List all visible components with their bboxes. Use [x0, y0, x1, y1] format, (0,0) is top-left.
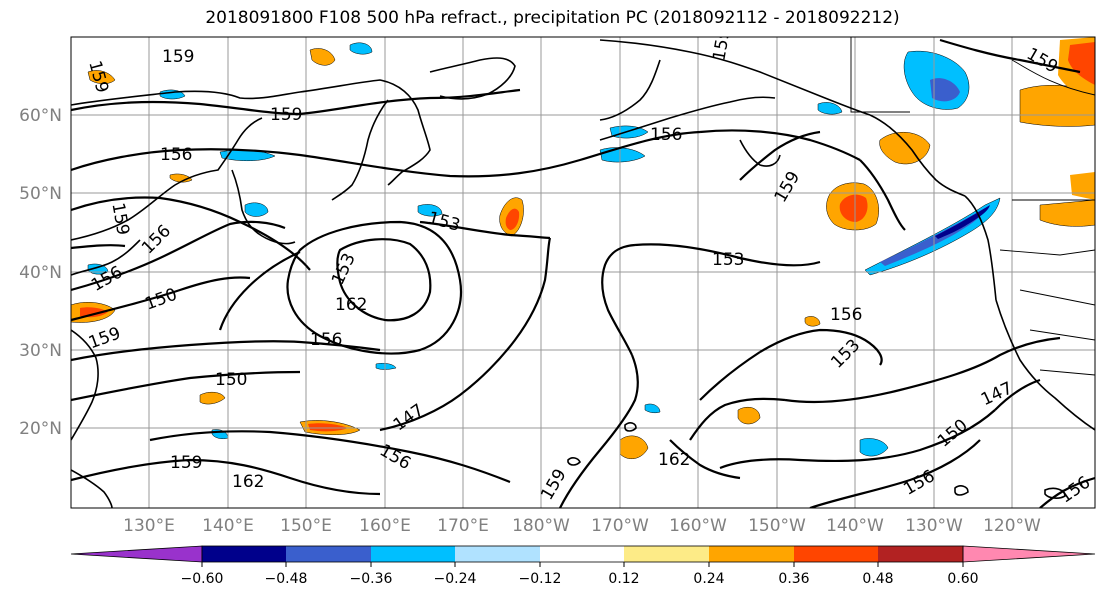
- refractivity-contours: [71, 38, 1095, 508]
- lon-label: 160°E: [359, 516, 411, 536]
- lon-label: 170°W: [591, 516, 649, 536]
- contour-label: 156: [650, 125, 682, 145]
- contour-label: 159: [170, 453, 202, 473]
- colorbar-tick-label: 0.48: [862, 571, 893, 587]
- political-borders: [850, 37, 1095, 376]
- contour-label: 153: [712, 250, 744, 270]
- lon-label: 150°W: [748, 516, 806, 536]
- lat-label: 40°N: [19, 263, 62, 283]
- lat-label: 50°N: [19, 184, 62, 204]
- colorbar-swatch: [624, 546, 709, 562]
- colorbar-tick-label: −0.36: [350, 571, 393, 587]
- colorbar-swatch: [878, 546, 963, 562]
- colorbar-tick-label: 0.36: [778, 571, 809, 587]
- colorbar: −0.60 −0.48 −0.36 −0.24 −0.12 0.12 0.24 …: [70, 545, 1096, 587]
- colorbar-swatch: [962, 545, 1096, 563]
- graticule: [71, 37, 1095, 508]
- contour-label: 156: [830, 305, 862, 325]
- colorbar-tick-label: 0.24: [693, 571, 724, 587]
- contour-label: 162: [335, 295, 367, 315]
- map-frame: [70, 36, 1096, 509]
- contour-labels: 159 159 159 159 156 156 156 156 156 159 …: [84, 37, 1094, 508]
- contour-label: 156: [310, 330, 342, 350]
- lon-label: 130°E: [123, 516, 175, 536]
- lon-label: 140°W: [826, 516, 884, 536]
- colorbar-tick-label: −0.60: [181, 571, 224, 587]
- lon-label: 170°E: [437, 516, 489, 536]
- colorbar-tick-label: −0.12: [519, 571, 562, 587]
- contour-label: 156: [160, 145, 192, 165]
- lon-label: 160°W: [669, 516, 727, 536]
- colorbar-tick-label: 0.60: [947, 571, 978, 587]
- lon-label: 150°E: [280, 516, 332, 536]
- colorbar-swatch: [794, 546, 878, 562]
- colorbar-tick-label: −0.48: [265, 571, 308, 587]
- colorbar-swatch: [371, 546, 455, 562]
- colorbar-swatch: [540, 546, 624, 562]
- colorbar-tick-label: 0.12: [608, 571, 639, 587]
- colorbar-tick-label: −0.24: [434, 571, 477, 587]
- contour-label: 162: [232, 472, 264, 492]
- contour-label: 162: [658, 450, 690, 470]
- longitude-labels: 130°E 140°E 150°E 160°E 170°E 180°W 170°…: [123, 516, 1041, 536]
- colorbar-swatch: [202, 546, 286, 562]
- lat-label: 60°N: [19, 106, 62, 126]
- contour-label: 150: [215, 370, 247, 390]
- lon-label: 140°E: [202, 516, 254, 536]
- latitude-labels: 60°N 50°N 40°N 30°N 20°N: [19, 106, 62, 439]
- lon-label: 180°W: [512, 516, 570, 536]
- map-title: 2018091800 F108 500 hPa refract., precip…: [205, 8, 900, 28]
- lat-label: 20°N: [19, 419, 62, 439]
- lon-label: 120°W: [983, 516, 1041, 536]
- contour-label: 159: [162, 47, 194, 67]
- lat-label: 30°N: [19, 341, 62, 361]
- contour-label: 159: [270, 105, 302, 125]
- colorbar-swatch: [709, 546, 794, 562]
- colorbar-swatch: [70, 545, 203, 563]
- colorbar-swatch: [286, 546, 371, 562]
- lon-label: 130°W: [905, 516, 963, 536]
- colorbar-swatch: [455, 546, 540, 562]
- coastlines: [71, 39, 1095, 508]
